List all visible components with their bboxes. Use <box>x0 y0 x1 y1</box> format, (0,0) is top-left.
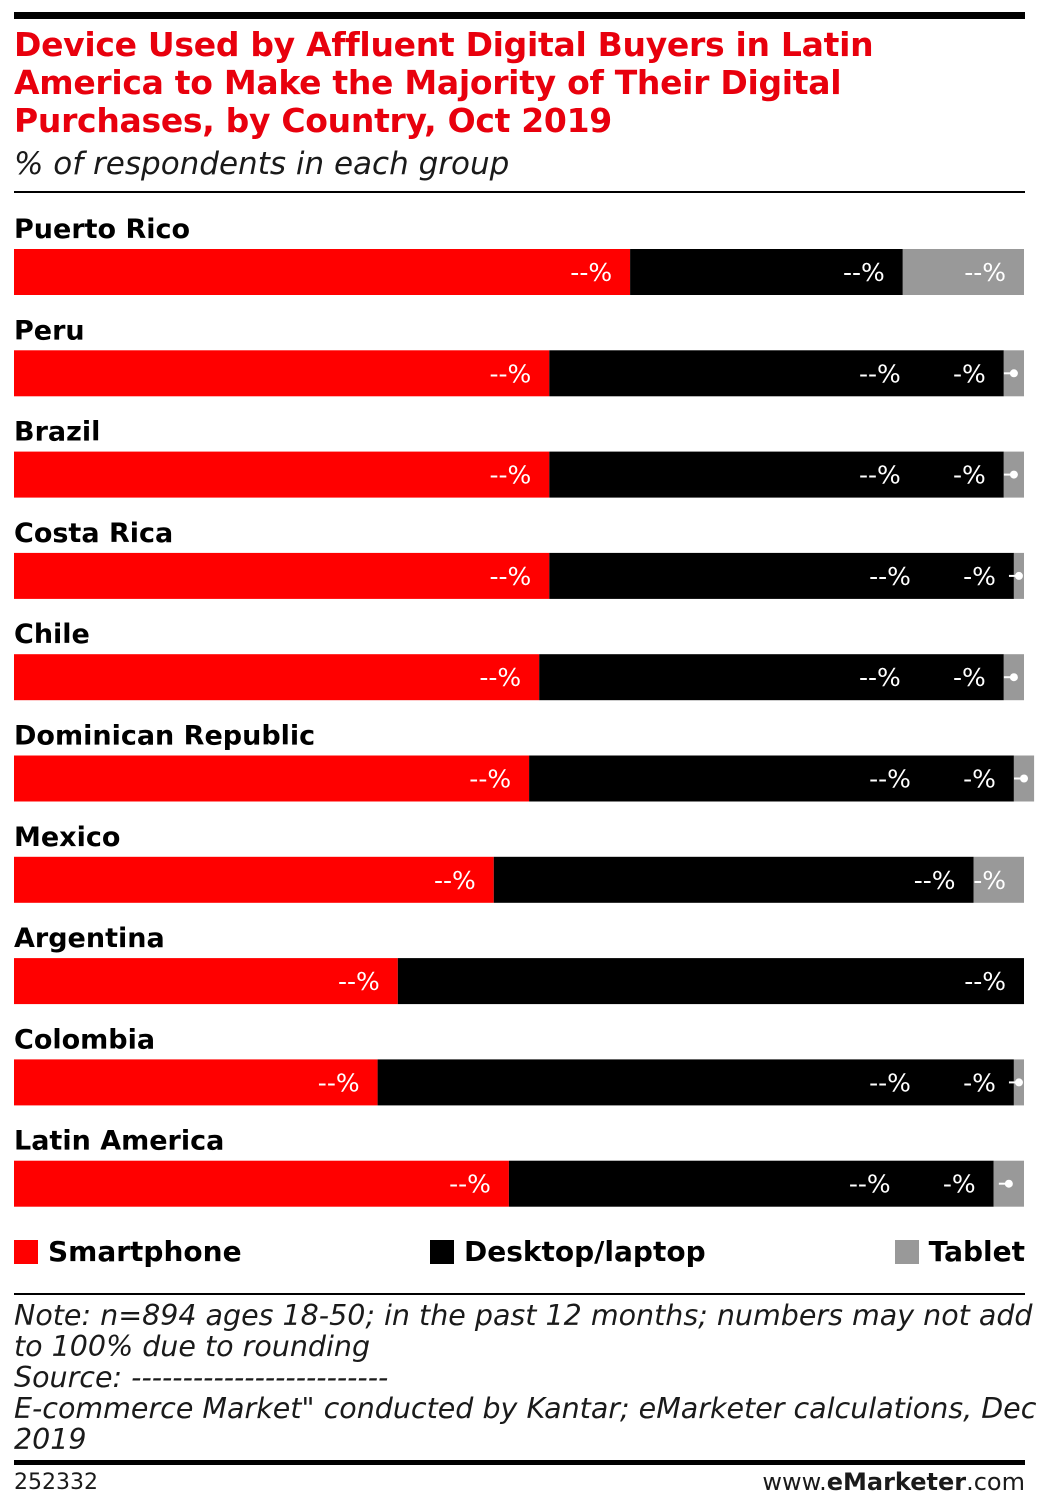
leader-dot <box>1004 1179 1013 1188</box>
category-label: Brazil <box>14 417 100 448</box>
bar-segment-tablet <box>902 249 1024 295</box>
title-line: Purchases, by Country, Oct 2019 <box>14 101 612 140</box>
legend-item-desktop: Desktop/laptop <box>430 1234 706 1270</box>
bar-segment-desktop-laptop <box>549 350 1004 397</box>
small-data-label: -% <box>953 663 986 692</box>
category-label: Chile <box>14 619 90 650</box>
legend-label-smartphone: Smartphone <box>48 1235 242 1268</box>
data-label: --% <box>570 258 612 287</box>
note-line: E-commerce Market" conducted by Kantar; … <box>14 1392 1039 1425</box>
brand-suffix: .com <box>966 1468 1025 1496</box>
note-line: to 100% due to rounding <box>14 1330 371 1363</box>
data-label: --% <box>869 1068 911 1097</box>
small-data-label: -% <box>963 1068 996 1097</box>
data-label: --% <box>964 258 1006 287</box>
leader-dot <box>1020 774 1028 783</box>
note-line: Source: ------------------------- <box>14 1361 389 1394</box>
note-line: Note: n=894 ages 18-50; in the past 12 m… <box>14 1299 1039 1332</box>
chart-legend: Smartphone Desktop/laptop Tablet <box>14 1234 1025 1270</box>
bar-segment-smartphone <box>14 249 631 295</box>
data-label: --% <box>843 258 885 287</box>
data-label: --% <box>449 1170 491 1199</box>
stacked-bar-chart: Puerto Rico --% --% --% Peru --% --% -% Brazil --… <box>14 214 1035 1207</box>
bar-segment-smartphone <box>14 1059 378 1106</box>
data-label: --% <box>479 663 521 692</box>
leader-dot <box>1009 470 1018 479</box>
bar-segment-smartphone <box>14 1160 509 1207</box>
brand-prefix: www. <box>762 1468 827 1496</box>
data-label: --% <box>490 461 532 490</box>
leader-dot <box>1009 369 1018 378</box>
data-label: --% <box>490 562 532 591</box>
bar-segment-smartphone <box>14 451 550 498</box>
title-line: America to Make the Majority of Their Di… <box>14 63 842 102</box>
bar-segment-smartphone <box>14 958 398 1005</box>
chart-title: Device Used by Affluent Digital Buyers i… <box>14 26 1014 140</box>
leader-dot <box>1014 1078 1023 1087</box>
data-label: --% <box>434 866 476 895</box>
top-rule <box>14 12 1025 19</box>
bar-segment-desktop-laptop <box>549 451 1004 498</box>
data-label: --% <box>869 765 911 794</box>
category-label: Argentina <box>14 923 165 954</box>
data-label: --% <box>338 967 380 996</box>
bar-segment-smartphone <box>14 856 494 903</box>
chart-subtitle: % of respondents in each group <box>14 146 510 182</box>
header-rule <box>14 191 1025 193</box>
footer-rule <box>14 1460 1025 1465</box>
category-label: Costa Rica <box>14 518 173 549</box>
data-label: --% <box>869 562 911 591</box>
chart-note: Note: n=894 ages 18-50; in the past 12 m… <box>14 1299 1039 1456</box>
note-rule <box>14 1293 1025 1295</box>
bar-segment-desktop-laptop <box>493 856 974 903</box>
bar-segment-tablet <box>973 856 1024 903</box>
leader-dot <box>1014 571 1023 580</box>
category-label: Peru <box>14 315 85 346</box>
chart-id: 252332 <box>14 1470 98 1495</box>
data-label: --% <box>849 1170 891 1199</box>
brand-link[interactable]: www.eMarketer.com <box>762 1468 1025 1496</box>
leader-dot <box>1009 673 1018 682</box>
bar-segment-desktop-laptop <box>377 1059 1014 1106</box>
legend-item-smartphone: Smartphone <box>14 1234 242 1270</box>
small-data-label: -% <box>963 562 996 591</box>
data-label: --% <box>859 663 901 692</box>
bar-segment-desktop-laptop <box>630 249 903 295</box>
small-data-label: -% <box>953 359 986 388</box>
data-label: --% <box>914 866 956 895</box>
category-label: Mexico <box>14 822 120 853</box>
legend-item-tablet: Tablet <box>894 1234 1025 1270</box>
bar-segment-desktop-laptop <box>508 1160 994 1207</box>
legend-swatch-tablet <box>894 1240 919 1264</box>
data-label: --% <box>490 359 532 388</box>
legend-swatch-smartphone <box>14 1240 38 1264</box>
data-label: --% <box>469 765 511 794</box>
category-label: Latin America <box>14 1126 224 1157</box>
data-label: --% <box>859 461 901 490</box>
data-label: --% <box>859 359 901 388</box>
legend-label-desktop: Desktop/laptop <box>464 1235 706 1268</box>
small-data-label: -% <box>953 461 986 490</box>
data-label: -% <box>973 866 1006 895</box>
legend-label-tablet: Tablet <box>928 1235 1025 1268</box>
bar-segment-smartphone <box>14 552 550 599</box>
category-label: Dominican Republic <box>14 721 315 752</box>
legend-swatch-desktop <box>430 1240 454 1264</box>
bar-segment-smartphone <box>14 350 550 397</box>
data-label: --% <box>964 967 1006 996</box>
small-data-label: -% <box>943 1170 976 1199</box>
bar-segment-desktop-laptop <box>397 958 1024 1005</box>
brand-name: eMarketer <box>826 1468 967 1496</box>
title-line: Device Used by Affluent Digital Buyers i… <box>14 25 874 64</box>
bar-segment-smartphone <box>14 755 530 802</box>
category-label: Puerto Rico <box>14 214 190 245</box>
small-data-label: -% <box>963 765 996 794</box>
bar-segment-desktop-laptop <box>549 552 1014 599</box>
bar-segment-smartphone <box>14 654 540 701</box>
data-label: --% <box>318 1068 360 1097</box>
category-label: Colombia <box>14 1024 155 1055</box>
bar-segment-desktop-laptop <box>529 755 1014 802</box>
bar-segment-desktop-laptop <box>539 654 1004 701</box>
note-line: 2019 <box>14 1423 87 1456</box>
